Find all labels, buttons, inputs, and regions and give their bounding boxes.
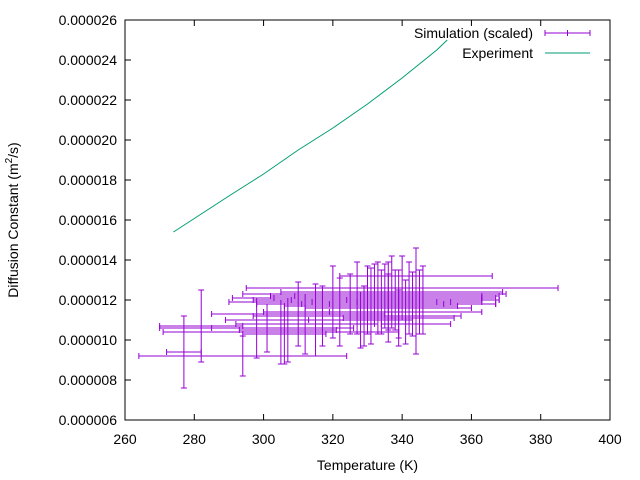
y-tick-label: 0.000008: [59, 372, 118, 388]
legend-symbol-simulation: [544, 30, 591, 36]
y-axis-label: Diffusion Constant (m2/s): [4, 142, 21, 297]
y-tick-label: 0.000012: [59, 292, 118, 308]
x-tick-label: 400: [598, 431, 622, 447]
simulation-point: [346, 265, 500, 335]
x-tick-label: 340: [390, 431, 414, 447]
x-tick-label: 280: [183, 431, 207, 447]
legend-label-simulation: Simulation (scaled): [414, 25, 533, 41]
x-tick-label: 320: [321, 431, 345, 447]
simulation-point: [380, 293, 452, 355]
x-tick-label: 360: [460, 431, 484, 447]
y-tick-label: 0.000020: [59, 132, 118, 148]
x-axis-label: Temperature (K): [317, 457, 418, 473]
y-tick-label: 0.000006: [59, 412, 118, 428]
simulation-point: [328, 279, 483, 345]
simulation-point: [294, 261, 483, 331]
simulation-point: [211, 281, 386, 347]
y-tick-label: 0.000026: [59, 12, 118, 28]
x-tick-label: 300: [252, 431, 276, 447]
y-axis-label-pre: Diffusion Constant (m: [5, 163, 21, 297]
simulation-point: [280, 255, 504, 329]
y-tick-label: 0.000016: [59, 212, 118, 228]
axis-ticks: 260 280 300 320 340 360 380 400 0.000006 0.000008…: [59, 12, 622, 447]
legend: Simulation (scaled) Experiment: [414, 25, 591, 61]
x-tick-label: 260: [113, 431, 137, 447]
simulation-point: [242, 303, 327, 365]
y-tick-label: 0.000014: [59, 252, 118, 268]
simulation-point: [245, 255, 559, 321]
y-tick-label: 0.000024: [59, 52, 118, 68]
simulation-point: [308, 291, 414, 349]
y-tick-label: 0.000022: [59, 92, 118, 108]
plot-marks: [138, 39, 559, 389]
legend-label-experiment: Experiment: [462, 45, 533, 61]
x-tick-label: 380: [529, 431, 553, 447]
y-tick-label: 0.000018: [59, 172, 118, 188]
y-axis-label-post: /s): [5, 142, 21, 158]
simulation-point: [242, 263, 507, 325]
simulation-point: [342, 289, 455, 347]
y-tick-label: 0.000010: [59, 332, 118, 348]
y-axis-label-sup: 2: [4, 157, 15, 163]
experiment-line: [173, 39, 448, 233]
